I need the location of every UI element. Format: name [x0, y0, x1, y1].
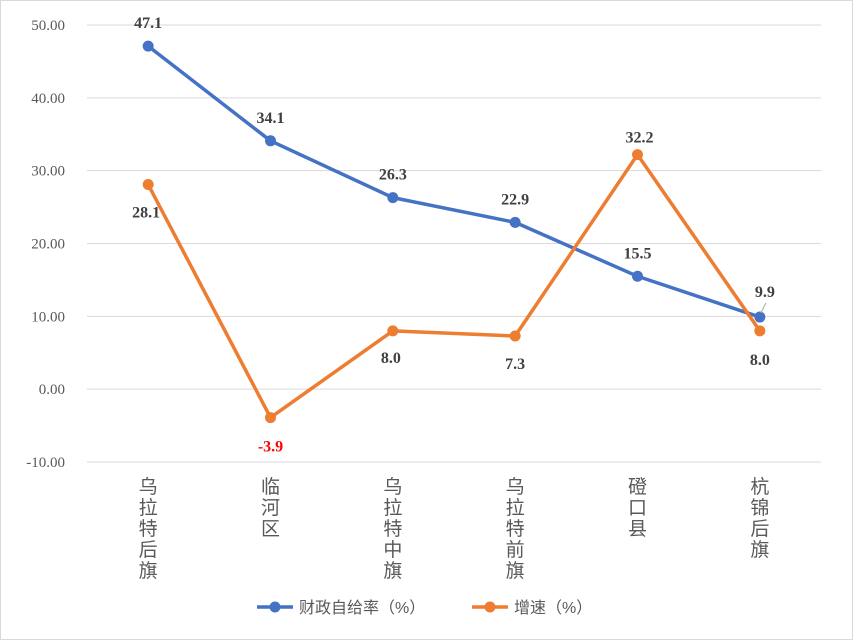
y-tick-label: 50.00 [31, 18, 65, 34]
series-lines [142, 40, 766, 424]
x-tick-label: 临河区 [261, 476, 280, 540]
gridlines [87, 24, 821, 463]
legend-label: 增速（%） [514, 599, 592, 617]
data-point [387, 325, 399, 337]
data-point [509, 216, 521, 228]
legend-label: 财政自给率（%） [299, 599, 425, 617]
data-label: 15.5 [624, 245, 652, 262]
legend-item: 增速（%） [472, 599, 592, 617]
data-label: 22.9 [501, 191, 529, 208]
data-point [754, 311, 766, 323]
data-point [265, 135, 276, 147]
y-tick-label: 40.00 [31, 91, 65, 107]
data-point [142, 40, 154, 52]
data-label: 7.3 [505, 356, 525, 373]
data-label: 28.1 [132, 205, 160, 222]
data-label: 47.1 [134, 15, 162, 32]
data-label: -3.9 [258, 439, 283, 456]
x-axis-ticks: 乌拉特后旗 临河区 乌拉特中旗 乌拉特前旗 磴口县 杭锦后旗 [139, 476, 770, 582]
legend-marker [484, 601, 496, 613]
data-label: 32.2 [626, 130, 654, 147]
data-point [509, 330, 521, 342]
legend: 财政自给率（%） 增速（%） [257, 599, 592, 617]
data-point [632, 149, 643, 161]
legend-item: 财政自给率（%） [257, 599, 425, 617]
data-label: 9.9 [755, 284, 775, 301]
y-tick-label: 10.00 [31, 309, 65, 325]
x-tick-label: 乌拉特后旗 [139, 476, 158, 582]
data-labels: 47.1 34.1 26.3 22.9 15.5 9.9 28.1 -3.9 8.0 7.3 32.… [132, 15, 775, 455]
y-tick-label: 20.00 [31, 237, 65, 253]
data-point [754, 325, 766, 337]
data-point [142, 179, 154, 191]
x-tick-label: 磴口县 [628, 476, 647, 540]
y-tick-label: -10.00 [26, 455, 65, 471]
y-tick-label: 0.00 [39, 382, 65, 398]
data-point [632, 270, 643, 282]
data-label: 26.3 [379, 167, 407, 184]
label-leader-line [760, 302, 767, 314]
y-axis-ticks: 50.00 40.00 30.00 20.00 10.00 0.00 -10.00 [26, 18, 65, 471]
series-line-1 [146, 152, 762, 420]
legend-marker [269, 601, 281, 613]
x-tick-label: 乌拉特中旗 [383, 476, 402, 582]
x-tick-label: 乌拉特前旗 [506, 476, 525, 582]
y-tick-label: 30.00 [31, 164, 65, 180]
data-label: 8.0 [750, 352, 770, 369]
data-label: 8.0 [381, 350, 401, 367]
x-tick-label: 杭锦后旗 [750, 476, 769, 561]
series-line-0 [146, 44, 762, 319]
data-point [265, 412, 276, 424]
data-point [387, 192, 399, 204]
data-label: 34.1 [257, 110, 285, 127]
